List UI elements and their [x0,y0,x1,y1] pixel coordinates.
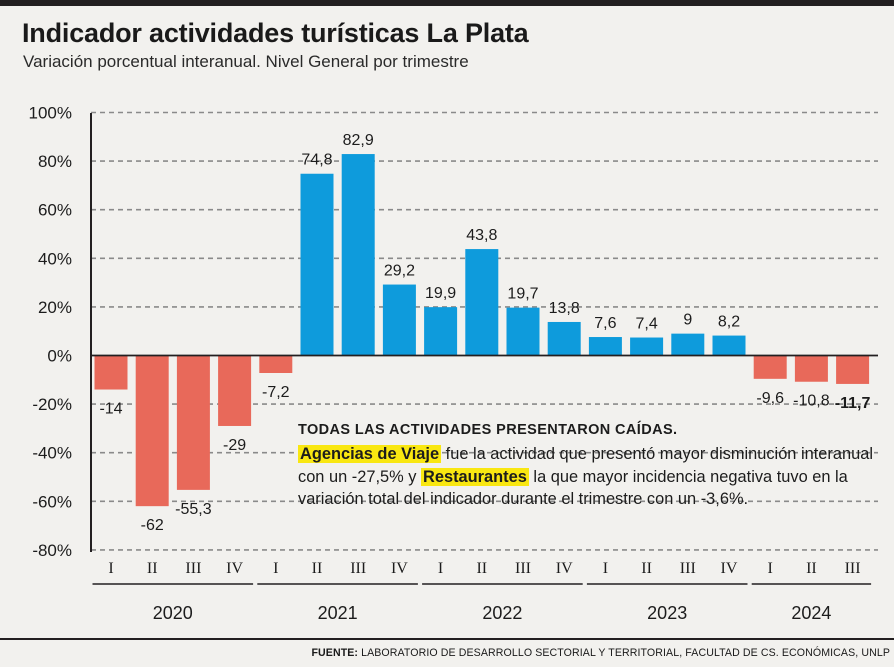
data-label: 74,8 [301,152,332,169]
data-label: -9,6 [756,390,784,407]
data-label: -55,3 [175,501,212,518]
bar [547,321,581,356]
y-tick-label: 100% [29,104,72,123]
x-tick-label: II [806,560,817,577]
x-tick-label: IV [226,560,243,577]
bar [588,337,622,356]
y-tick-label: -60% [32,492,72,511]
y-tick-label: -20% [32,395,72,414]
footer: FUENTE: LABORATORIO DE DESARROLLO SECTOR… [0,638,894,667]
bar [712,335,746,356]
data-label: -7,2 [262,384,290,401]
bar [94,355,128,390]
x-tick-label: I [603,560,608,577]
y-tick-label: 40% [38,249,72,268]
year-label: 2022 [482,603,522,623]
bar [465,249,499,356]
bar [176,355,210,490]
annotation-box: TODAS LAS ACTIVIDADES PRESENTARON CAÍDAS… [298,419,878,511]
x-tick-label: II [476,560,487,577]
bar [341,154,375,356]
data-label: 29,2 [384,263,415,280]
annotation-text-1: fue la actividad que presentó mayor dism… [298,445,873,486]
source-label: FUENTE: [311,647,359,659]
x-tick-label: III [680,560,696,577]
data-label: 7,4 [635,316,657,333]
data-label: 43,8 [466,227,497,244]
year-label: 2023 [647,603,687,623]
data-label: 19,7 [507,286,538,303]
data-label: -29 [223,437,246,454]
y-tick-label: 20% [38,298,72,317]
data-label: 13,8 [549,300,580,317]
bar [794,355,828,382]
x-tick-label: I [273,560,278,577]
y-tick-label: 60% [38,201,72,220]
annotation-body: Agencias de Viaje fue la actividad que p… [298,443,878,510]
chart-title: Indicador actividades turísticas La Plat… [22,18,529,48]
x-tick-label: II [641,560,652,577]
bar [630,337,664,356]
data-label: 19,9 [425,285,456,302]
year-label: 2020 [153,603,193,623]
y-tick-label: 0% [47,347,72,366]
bar [836,355,870,384]
data-label: 9 [683,312,692,329]
x-tick-label: I [108,560,113,577]
x-tick-label: III [845,560,861,577]
x-tick-label: II [312,560,323,577]
data-label: -10,8 [793,393,830,410]
data-label: -62 [141,517,164,534]
x-tick-label: II [147,560,158,577]
chart-subtitle: Variación porcentual interanual. Nivel G… [23,52,469,71]
bar [671,333,705,356]
year-label: 2024 [791,603,831,623]
x-tick-label: I [768,560,773,577]
x-tick-label: IV [556,560,573,577]
year-label: 2021 [318,603,358,623]
data-label: 82,9 [343,132,374,149]
bar [506,307,540,356]
annotation-heading: TODAS LAS ACTIVIDADES PRESENTARON CAÍDAS… [298,422,678,438]
bar [300,173,334,356]
data-label: -14 [99,401,122,418]
source-text: LABORATORIO DE DESARROLLO SECTORIAL Y TE… [358,647,890,659]
y-tick-label: 80% [38,152,72,171]
x-tick-label: I [438,560,443,577]
annotation-text-2: la que mayor incidencia negativa tuvo en… [298,467,848,509]
x-tick-label: IV [391,560,408,577]
highlight-restaurantes: Restaurantes [421,467,529,486]
bar [424,307,458,356]
data-label: 8,2 [718,314,740,331]
y-tick-label: -80% [32,541,72,560]
x-tick-label: III [350,560,366,577]
bar [382,284,416,356]
bar [218,355,252,426]
bar-chart: 100% 80% 60% 40% 20% 0% -20% -40% -60% -80% -14 I -6… [29,104,878,623]
top-rule [0,0,894,6]
bar [135,355,169,507]
x-tick-label: IV [721,560,738,577]
source-note: FUENTE: LABORATORIO DE DESARROLLO SECTOR… [311,647,890,659]
x-tick-label: III [185,560,201,577]
highlight-agencias: Agencias de Viaje [298,445,442,464]
bar [753,355,787,379]
y-tick-label: -40% [32,444,72,463]
bar [259,355,293,373]
data-label: -11,7 [835,395,871,412]
data-label: 7,6 [594,315,616,332]
x-tick-label: III [515,560,531,577]
